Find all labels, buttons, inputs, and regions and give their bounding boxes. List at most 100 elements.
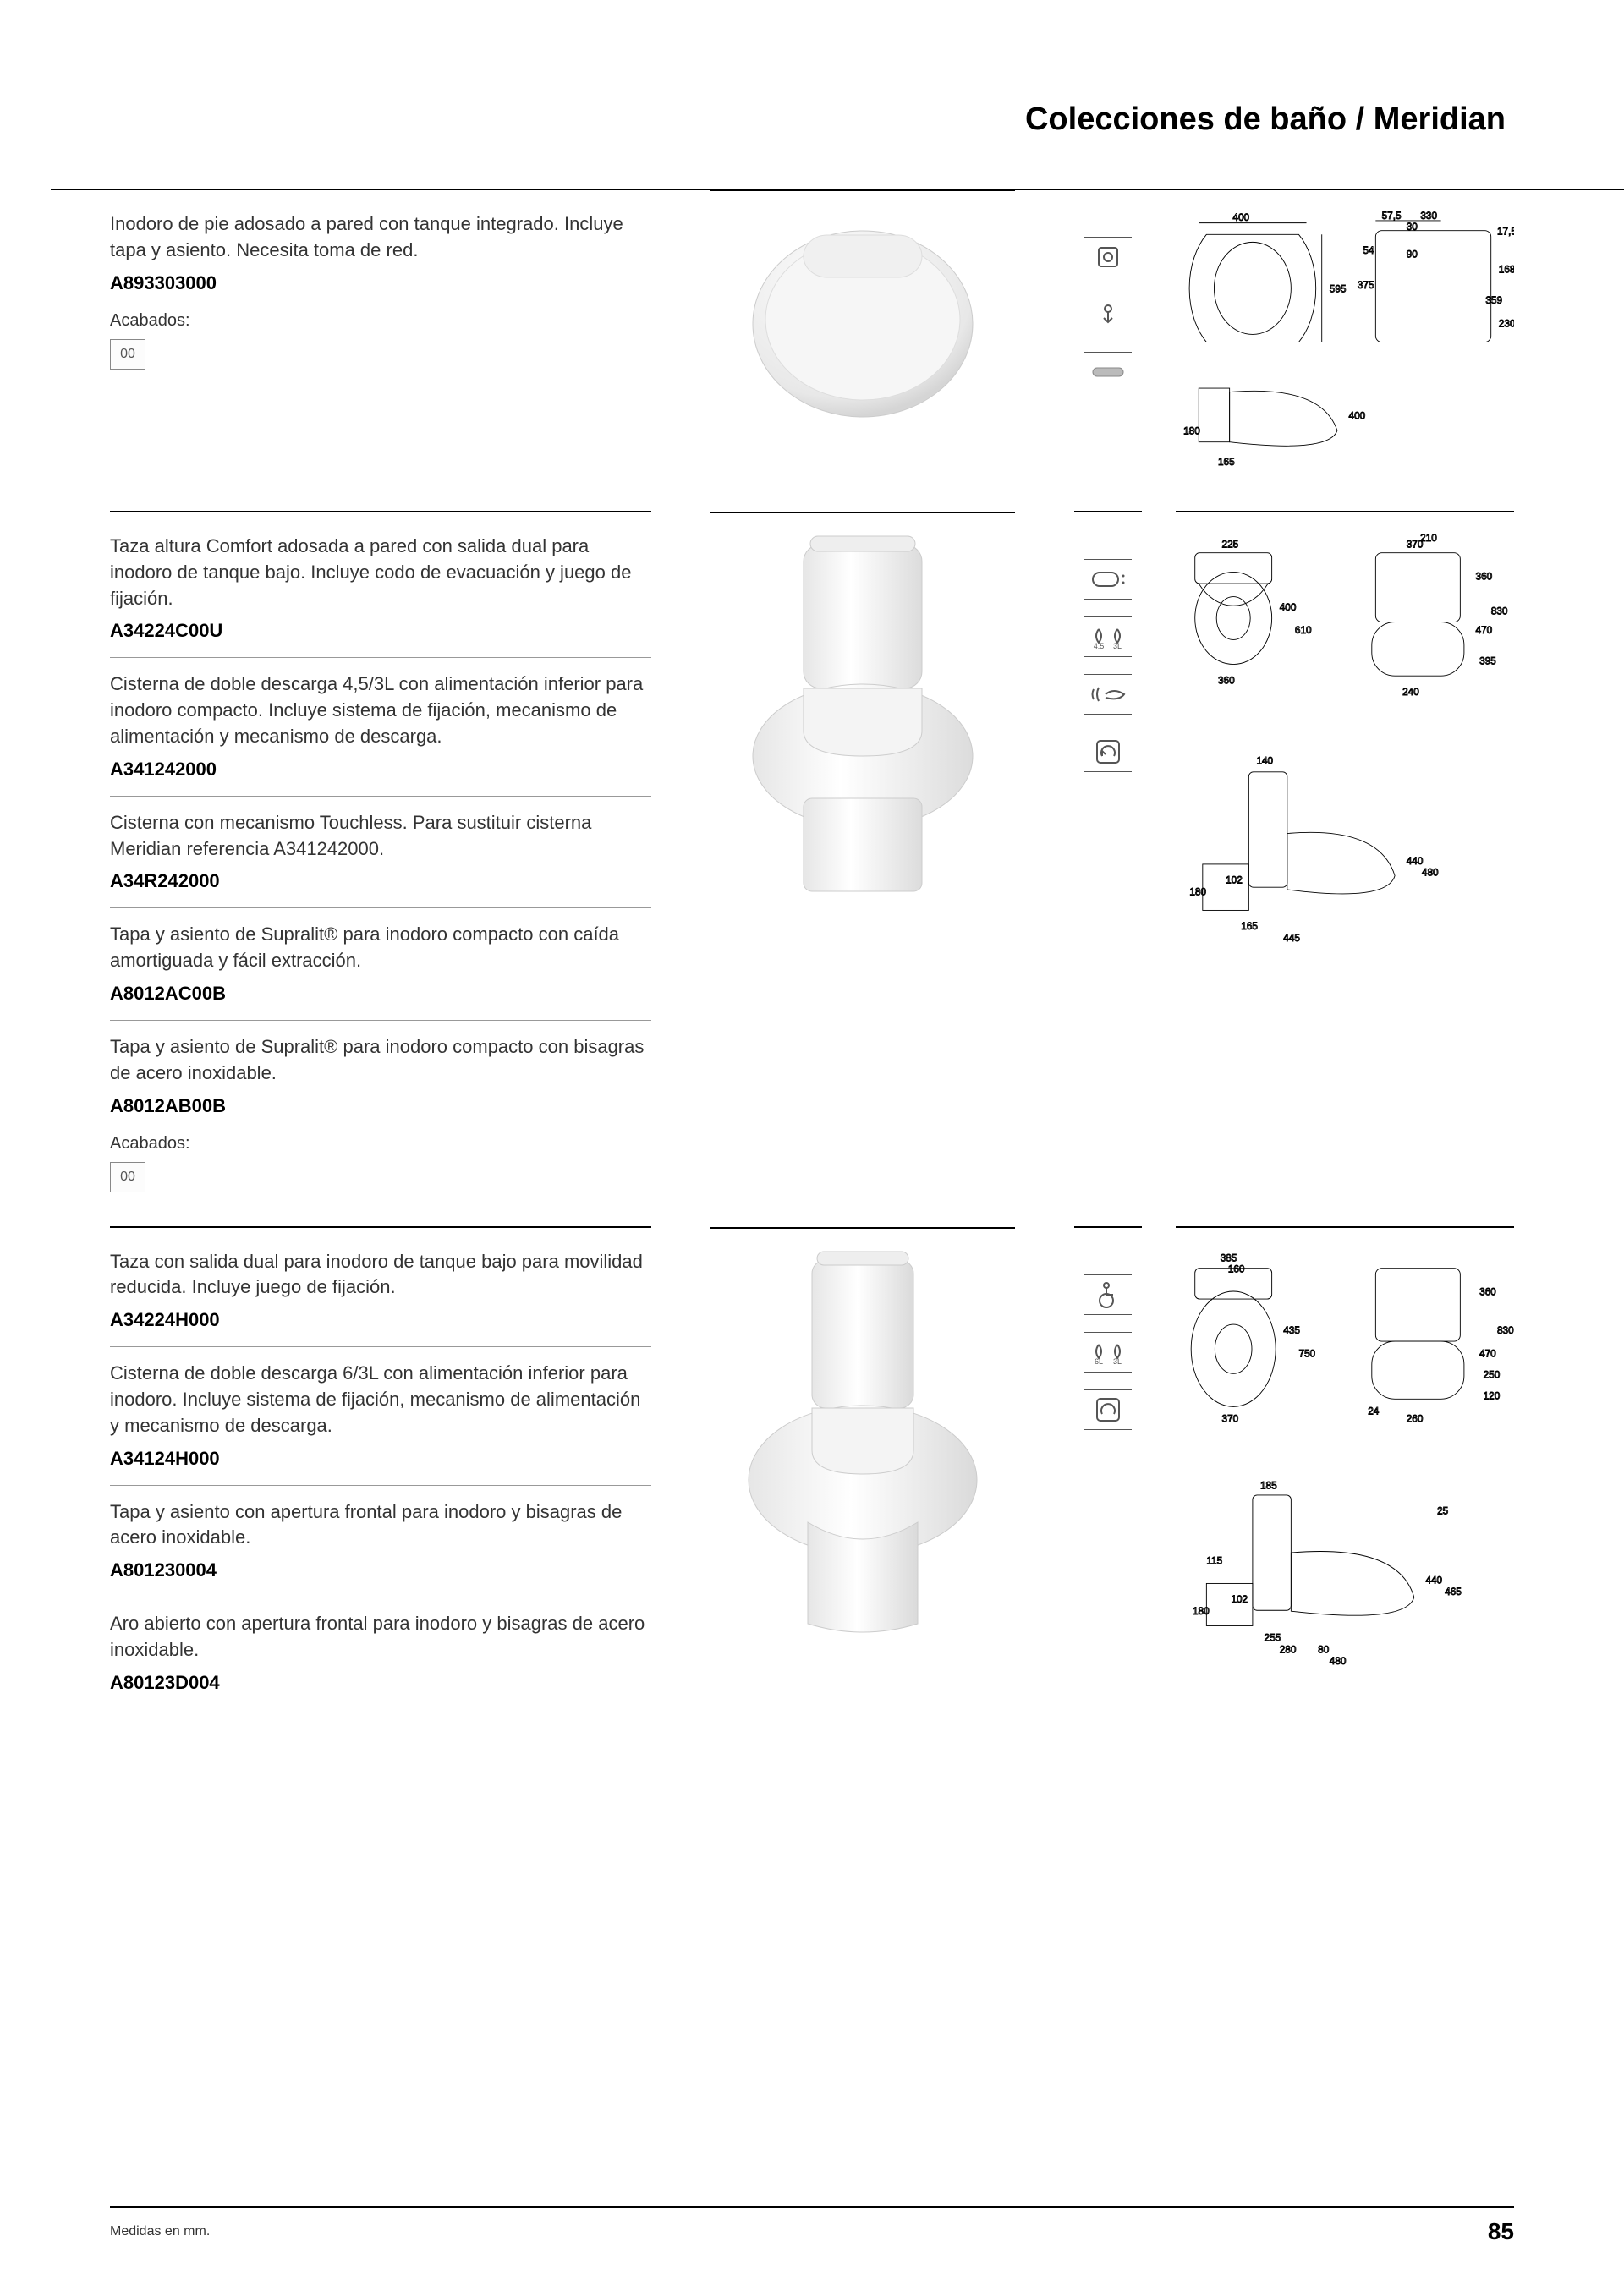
svg-text:30: 30 xyxy=(1407,221,1418,233)
page-number: 85 xyxy=(1488,2218,1514,2245)
section-1: Inodoro de pie adosado a pared con tanqu… xyxy=(110,189,1514,477)
svg-text:54: 54 xyxy=(1363,244,1374,256)
product-desc: Cisterna con mecanismo Touchless. Para s… xyxy=(110,810,651,863)
svg-text:115: 115 xyxy=(1206,1554,1222,1566)
finishes-label: Acabados: xyxy=(110,1134,651,1153)
svg-text:24: 24 xyxy=(1368,1405,1380,1417)
svg-text:3L: 3L xyxy=(1113,642,1122,649)
svg-text:225: 225 xyxy=(1222,538,1239,550)
product-sku: A893303000 xyxy=(110,272,651,294)
svg-text:375: 375 xyxy=(1358,279,1374,291)
product-desc: Tapa y asiento con apertura frontal para… xyxy=(110,1499,651,1552)
svg-text:360: 360 xyxy=(1479,1285,1496,1297)
svg-text:140: 140 xyxy=(1256,755,1273,767)
product-desc: Tapa y asiento de Supralit® para inodoro… xyxy=(110,1034,651,1087)
svg-text:6L: 6L xyxy=(1095,1357,1103,1365)
product-desc: Aro abierto con apertura frontal para in… xyxy=(110,1611,651,1663)
finishes-label: Acabados: xyxy=(110,311,651,331)
svg-text:168: 168 xyxy=(1499,264,1514,276)
svg-text:465: 465 xyxy=(1445,1586,1462,1597)
svg-text:90: 90 xyxy=(1407,249,1418,260)
svg-text:435: 435 xyxy=(1283,1324,1300,1336)
svg-text:180: 180 xyxy=(1193,1604,1210,1616)
svg-text:165: 165 xyxy=(1241,920,1258,932)
product-desc: Cisterna de doble descarga 6/3L con alim… xyxy=(110,1361,651,1438)
svg-text:360: 360 xyxy=(1218,674,1235,686)
technical-drawing-2: 225 400 610 360 370 210 360 470 830 395 … xyxy=(1176,534,1514,964)
product-sku: A80123D004 xyxy=(110,1672,651,1694)
compact-icon xyxy=(1084,559,1132,600)
finish-swatch: 00 xyxy=(110,339,145,370)
product-image-accessible-toilet xyxy=(710,1226,1015,1649)
product-sku: A34R242000 xyxy=(110,870,651,892)
section-3: Taza con salida dual para inodoro de tan… xyxy=(110,1226,1514,1697)
svg-text:120: 120 xyxy=(1484,1389,1501,1401)
svg-text:330: 330 xyxy=(1420,211,1437,222)
footnote: Medidas en mm. xyxy=(110,2224,210,2239)
svg-text:255: 255 xyxy=(1265,1631,1281,1643)
product-sku: A34224C00U xyxy=(110,620,651,642)
dual-flush-icon: 6L 3L xyxy=(1084,1332,1132,1373)
svg-text:230: 230 xyxy=(1499,317,1514,329)
sensor-icon xyxy=(1084,237,1132,277)
svg-text:750: 750 xyxy=(1298,1347,1315,1359)
svg-text:400: 400 xyxy=(1232,211,1249,223)
svg-text:445: 445 xyxy=(1283,932,1300,944)
product-image-close-coupled xyxy=(710,511,1015,917)
product-sku: A8012AB00B xyxy=(110,1095,651,1117)
product-desc: Cisterna de doble descarga 4,5/3L con al… xyxy=(110,671,651,749)
svg-text:400: 400 xyxy=(1349,409,1366,421)
svg-text:102: 102 xyxy=(1231,1593,1248,1605)
svg-text:360: 360 xyxy=(1476,571,1493,583)
product-sku: A34224H000 xyxy=(110,1309,651,1331)
softclose-icon xyxy=(1084,1389,1132,1430)
product-sku: A34124H000 xyxy=(110,1448,651,1470)
svg-text:370: 370 xyxy=(1222,1412,1239,1424)
svg-text:395: 395 xyxy=(1479,655,1496,667)
svg-text:830: 830 xyxy=(1491,606,1508,617)
product-desc: Inodoro de pie adosado a pared con tanqu… xyxy=(110,211,651,264)
svg-text:4,5: 4,5 xyxy=(1094,642,1105,649)
product-sku: A341242000 xyxy=(110,759,651,781)
svg-text:280: 280 xyxy=(1280,1643,1297,1655)
svg-text:480: 480 xyxy=(1422,867,1439,879)
product-image-toilet-wall xyxy=(710,189,1015,459)
svg-text:25: 25 xyxy=(1437,1504,1449,1516)
svg-text:80: 80 xyxy=(1318,1643,1330,1655)
softclose-icon xyxy=(1084,732,1132,772)
finish-swatch: 00 xyxy=(110,1162,145,1192)
svg-text:102: 102 xyxy=(1226,874,1243,886)
product-desc: Tapa y asiento de Supralit® para inodoro… xyxy=(110,922,651,974)
product-desc: Taza con salida dual para inodoro de tan… xyxy=(110,1249,651,1301)
slim-seat-icon xyxy=(1084,352,1132,392)
svg-text:17,5: 17,5 xyxy=(1497,225,1514,237)
svg-text:470: 470 xyxy=(1476,624,1493,636)
svg-text:250: 250 xyxy=(1484,1368,1501,1380)
product-sku: A8012AC00B xyxy=(110,983,651,1005)
svg-text:165: 165 xyxy=(1218,456,1235,468)
svg-text:180: 180 xyxy=(1183,425,1200,437)
product-desc: Taza altura Comfort adosada a pared con … xyxy=(110,534,651,611)
svg-text:240: 240 xyxy=(1402,686,1419,698)
svg-text:470: 470 xyxy=(1479,1347,1496,1359)
svg-text:440: 440 xyxy=(1425,1574,1442,1586)
svg-text:610: 610 xyxy=(1295,624,1312,636)
page-footer: Medidas en mm. 85 xyxy=(110,2206,1514,2245)
svg-text:595: 595 xyxy=(1330,282,1347,294)
svg-text:400: 400 xyxy=(1280,601,1297,613)
accessible-icon xyxy=(1084,1274,1132,1315)
svg-text:3L: 3L xyxy=(1113,1357,1122,1365)
svg-text:185: 185 xyxy=(1260,1479,1277,1491)
arrow-down-icon xyxy=(1084,294,1132,335)
technical-drawing-3: 385 160 435 750 370 360 470 830 250 120 … xyxy=(1176,1249,1514,1680)
section-2: Taza altura Comfort adosada a pared con … xyxy=(110,511,1514,1192)
svg-text:57,5: 57,5 xyxy=(1382,211,1402,222)
svg-text:160: 160 xyxy=(1228,1263,1245,1274)
touchless-icon xyxy=(1084,674,1132,715)
svg-text:440: 440 xyxy=(1407,855,1424,867)
technical-drawing-1: 400 595 330 57,5 30 17,5 54 90 375 359 1… xyxy=(1176,211,1514,473)
svg-text:480: 480 xyxy=(1330,1655,1347,1667)
svg-text:359: 359 xyxy=(1485,294,1502,306)
product-sku: A801230004 xyxy=(110,1559,651,1581)
svg-text:260: 260 xyxy=(1407,1412,1424,1424)
